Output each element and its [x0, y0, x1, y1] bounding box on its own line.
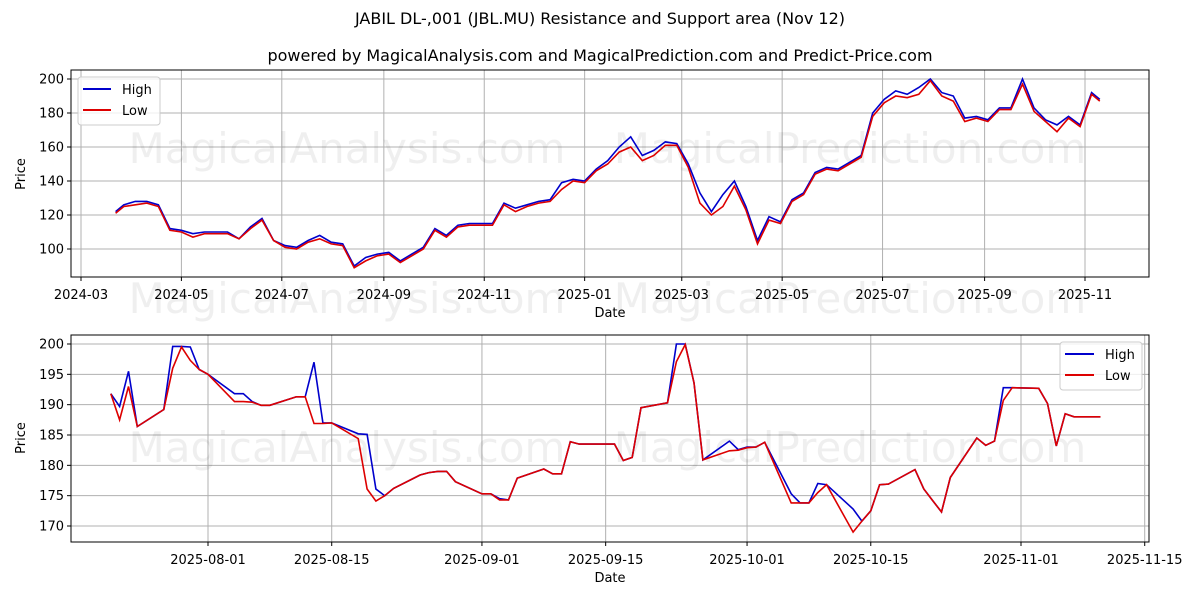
- legend: High Low: [77, 76, 161, 126]
- chart-title: JABIL DL-,001 (JBL.MU) Resistance and Su…: [354, 9, 846, 28]
- x-tick-label: 2024-11: [457, 288, 511, 303]
- low-series-line: [115, 79, 1101, 269]
- top-chart: MagicalAnalysis.com MagicalPrediction.co…: [14, 69, 1150, 323]
- x-tick-label: 2025-01: [557, 288, 611, 303]
- y-tick-label: 100: [39, 243, 64, 258]
- x-tick-label: 2025-09-15: [568, 553, 644, 568]
- legend-high-label: High: [1105, 348, 1135, 363]
- watermark: MagicalPrediction.com: [614, 274, 1087, 323]
- y-tick-label: 120: [39, 209, 64, 224]
- y-tick-label: 190: [39, 398, 64, 413]
- x-tick-label: 2025-10-15: [833, 553, 909, 568]
- x-tick-label: 2025-09-01: [444, 553, 520, 568]
- x-tick-label: 2024-09: [357, 288, 411, 303]
- y-tick-label: 175: [39, 489, 64, 504]
- y-axis-label: Price: [14, 422, 29, 454]
- watermark: MagicalAnalysis.com: [129, 274, 566, 323]
- bottom-chart: MagicalAnalysis.com MagicalPrediction.co…: [14, 334, 1182, 586]
- y-tick-label: 140: [39, 175, 64, 190]
- watermark: MagicalPrediction.com: [614, 124, 1087, 173]
- x-tick-label: 2025-11-15: [1107, 553, 1183, 568]
- y-tick-label: 170: [39, 520, 64, 535]
- top-chart-ticks: 100 120 140 160 180 200 2024-03 2024-05 2024-07 2…: [39, 73, 1112, 304]
- x-tick-label: 2024-07: [255, 288, 309, 303]
- x-tick-label: 2025-07: [855, 288, 909, 303]
- y-axis-label: Price: [14, 158, 29, 190]
- top-chart-grid: [71, 70, 1149, 277]
- x-tick-label: 2024-05: [154, 288, 208, 303]
- y-tick-label: 185: [39, 429, 64, 444]
- x-tick-label: 2025-05: [755, 288, 809, 303]
- y-tick-label: 200: [39, 73, 64, 88]
- x-tick-label: 2025-11-01: [983, 553, 1059, 568]
- y-tick-label: 180: [39, 459, 64, 474]
- watermark: MagicalPrediction.com: [614, 423, 1087, 472]
- low-series-line: [110, 342, 1101, 534]
- x-axis-label: Date: [594, 571, 625, 586]
- x-tick-label: 2025-08-15: [294, 553, 370, 568]
- x-tick-label: 2025-09: [957, 288, 1011, 303]
- x-axis-label: Date: [594, 306, 625, 321]
- x-tick-label: 2025-08-01: [170, 553, 246, 568]
- watermark: MagicalAnalysis.com: [129, 124, 566, 173]
- bottom-chart-grid: [71, 335, 1149, 542]
- legend: High Low: [1059, 341, 1143, 391]
- x-tick-label: 2025-11: [1058, 288, 1112, 303]
- bottom-chart-frame: [70, 334, 1150, 543]
- x-tick-label: 2025-10-01: [709, 553, 785, 568]
- x-tick-label: 2025-03: [655, 288, 709, 303]
- y-tick-label: 180: [39, 107, 64, 122]
- top-chart-frame: [70, 69, 1150, 278]
- bottom-chart-ticks: 170 175 180 185 190 195 200 2025-08-01 2025-08-1…: [39, 338, 1182, 569]
- y-tick-label: 200: [39, 338, 64, 353]
- y-tick-label: 160: [39, 141, 64, 156]
- legend-high-label: High: [122, 83, 152, 98]
- watermark: MagicalAnalysis.com: [129, 423, 566, 472]
- chart-subtitle: powered by MagicalAnalysis.com and Magic…: [267, 46, 933, 65]
- y-tick-label: 195: [39, 368, 64, 383]
- legend-low-label: Low: [122, 104, 148, 119]
- legend-low-label: Low: [1105, 369, 1131, 384]
- x-tick-label: 2024-03: [54, 288, 108, 303]
